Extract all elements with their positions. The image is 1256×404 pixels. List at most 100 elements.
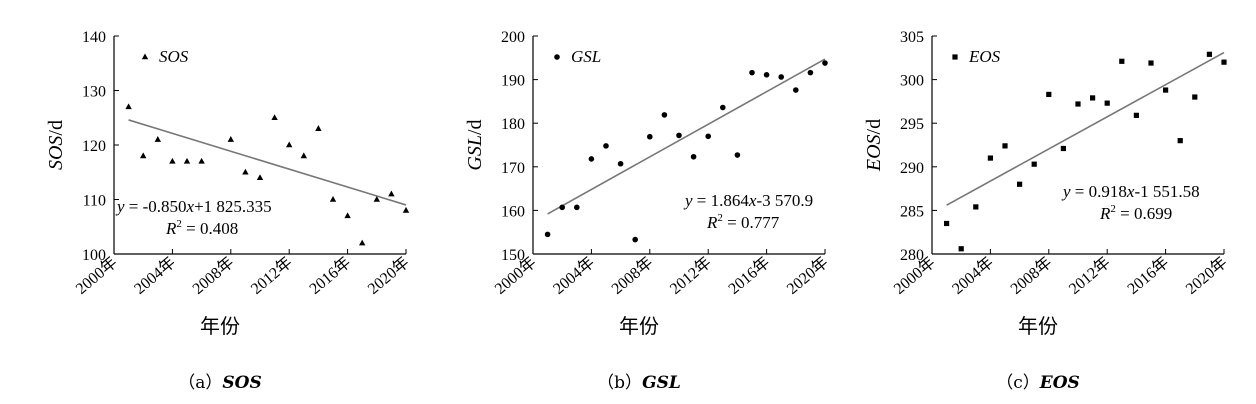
data-point [778, 74, 784, 80]
legend-marker [141, 53, 149, 60]
data-point [198, 157, 205, 164]
panel-caption: （b）GSL [597, 373, 681, 393]
x-tick-label: 2004年 [550, 253, 598, 298]
data-point [300, 152, 307, 159]
data-point [169, 157, 176, 164]
data-point [544, 231, 551, 238]
data-point [647, 133, 653, 140]
data-point [271, 114, 278, 121]
data-point [603, 143, 609, 149]
panel-caption: （a）SOS [178, 373, 262, 393]
y-tick-label: 200 [501, 29, 525, 46]
y-axis-label: EOS/d [863, 119, 885, 172]
data-point [359, 239, 366, 246]
data-point [1017, 181, 1023, 187]
trend-line [547, 58, 826, 215]
data-point [617, 160, 624, 167]
data-point [242, 168, 249, 175]
panel-sos: 100 110 120 130 140 2000年 2004年 2008年 2012年 2016年… [0, 0, 418, 404]
y-tick-label: 280 [900, 247, 924, 264]
data-point [227, 136, 234, 142]
r-squared: R2 = 0.777 [706, 212, 780, 232]
y-tick-label: 295 [900, 116, 924, 133]
data-point [987, 155, 993, 161]
y-tick-label: 305 [900, 29, 924, 46]
x-tick-label: 2012年 [666, 253, 714, 298]
data-point [1119, 58, 1125, 64]
regression-equation: y = -0.850x+1 825.335 [115, 197, 272, 216]
data-point [705, 133, 711, 140]
x-axis-label: 年份 [619, 314, 659, 338]
x-tick-label: 2004年 [131, 253, 179, 298]
data-point [1104, 100, 1110, 106]
y-tick-label: 160 [501, 203, 525, 220]
data-point [749, 69, 755, 76]
x-tick-label: 2016年 [306, 253, 354, 298]
panel-eos: 280 285 290 295 300 305 2000年 2004年 2008年 2012年 20… [838, 0, 1256, 404]
y-axis-label: SOS/d [45, 120, 67, 170]
data-point [402, 206, 410, 213]
x-axis-label: 年份 [1018, 314, 1058, 338]
data-point [1206, 51, 1212, 57]
data-point [1221, 59, 1227, 65]
panel-gsl: 150 160 170 180 190 200 2000年 2004年 2008年 2012年 20… [419, 0, 837, 404]
data-point [1046, 91, 1052, 98]
data-point [676, 132, 682, 139]
y-tick-label: 150 [501, 247, 525, 264]
data-point [183, 157, 191, 164]
data-point [720, 104, 726, 111]
x-tick-label: 2012年 [1065, 253, 1113, 298]
data-point [1192, 94, 1198, 100]
data-point [344, 212, 351, 219]
legend-label: GSL [571, 47, 601, 66]
x-axis-label: 年份 [200, 314, 240, 338]
x-tick-label: 2008年 [189, 253, 237, 298]
y-tick-label: 285 [900, 203, 924, 220]
r-squared: R2 = 0.408 [165, 218, 238, 238]
data-point [256, 174, 264, 180]
y-tick-label: 120 [82, 138, 106, 155]
data-point [1090, 95, 1096, 101]
y-tick-label: 140 [82, 29, 106, 46]
x-tick-label: 2012年 [247, 253, 295, 298]
trend-line [128, 119, 407, 206]
y-tick-label: 180 [501, 116, 525, 133]
data-point [807, 69, 814, 76]
data-point [690, 153, 697, 160]
data-point [125, 103, 132, 110]
y-tick-label: 100 [82, 247, 106, 264]
data-point [140, 152, 147, 159]
data-point [286, 141, 293, 148]
data-point [822, 60, 828, 66]
data-point [763, 72, 770, 78]
x-tick-label: 2008年 [608, 253, 656, 298]
data-point [1163, 87, 1169, 93]
data-point [793, 87, 799, 93]
x-tick-label: 2020年 [364, 253, 412, 298]
legend-label: SOS [159, 47, 189, 66]
data-point [574, 204, 580, 211]
trend-line [946, 51, 1225, 206]
data-point [1075, 101, 1081, 107]
data-point [315, 125, 322, 131]
y-tick-label: 130 [82, 84, 106, 101]
legend-marker [952, 54, 958, 60]
y-axis-label: GSL/d [464, 119, 486, 170]
data-point [1002, 143, 1008, 149]
x-tick-label: 2016年 [725, 253, 773, 298]
data-point [388, 190, 395, 197]
regression-equation: y = 1.864x-3 570.9 [683, 191, 813, 210]
data-point [1060, 145, 1066, 152]
data-point [559, 204, 565, 211]
legend-marker [554, 54, 560, 60]
data-point [958, 246, 964, 252]
legend-label: EOS [968, 47, 1001, 66]
data-point [1133, 112, 1139, 118]
data-point [588, 156, 595, 162]
data-point [632, 236, 638, 243]
data-point [1177, 138, 1183, 144]
data-point [373, 196, 380, 202]
